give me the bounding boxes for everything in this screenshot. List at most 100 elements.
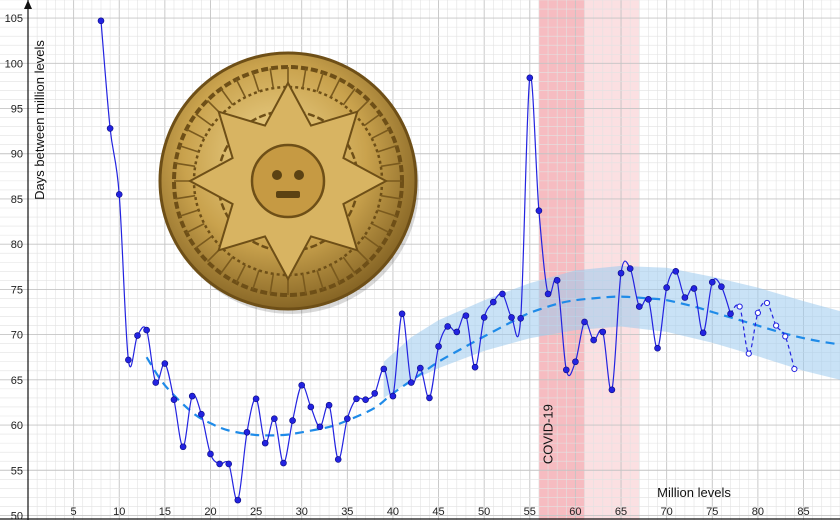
y-tick-label: 70: [11, 330, 23, 342]
observed-point: [708, 278, 716, 286]
observed-point: [316, 423, 324, 431]
projected-point: [763, 299, 771, 307]
coin-glyph-divider: [252, 72, 260, 92]
observed-point: [462, 312, 470, 319]
observed-point: [198, 410, 205, 418]
y-tick-label: 85: [11, 194, 23, 206]
coin-glyph-divider: [371, 128, 390, 140]
observed-point: [298, 381, 306, 389]
observed-point: [234, 496, 242, 504]
y-tick-label: 80: [11, 239, 23, 251]
coin-glyph-divider: [371, 222, 390, 234]
observed-point: [225, 460, 233, 468]
observed-point: [645, 296, 652, 303]
trend-line-path: [145, 295, 840, 437]
coin-face-eye: [272, 170, 282, 180]
x-tick-label: 15: [159, 506, 171, 518]
observed-point: [152, 379, 160, 386]
coin-glyph-divider: [316, 270, 324, 290]
observed-point: [398, 310, 406, 318]
coin-glyph-divider: [329, 264, 341, 283]
observed-point: [207, 450, 214, 458]
y-tick-label: 55: [11, 465, 23, 477]
coin-glyph-divider: [195, 235, 213, 249]
observed-point: [179, 443, 187, 451]
coin-face-eye: [294, 170, 304, 180]
observed-point: [115, 191, 123, 198]
x-tick-label: 25: [250, 506, 262, 518]
x-tick-label: 40: [387, 506, 399, 518]
observed-point: [718, 283, 725, 290]
x-tick-label: 10: [113, 506, 125, 518]
observed-point: [453, 328, 461, 336]
coin-glyph-divider: [380, 162, 401, 168]
coin-glyph-divider: [175, 194, 196, 200]
observed-point: [252, 395, 260, 403]
observed-point: [572, 358, 579, 366]
observed-point: [535, 207, 543, 215]
coin-glyph-divider: [235, 79, 247, 98]
observed-point: [417, 364, 424, 372]
coin-glyph-divider: [329, 79, 341, 98]
observed-point: [663, 284, 670, 291]
observed-point: [188, 392, 196, 400]
observed-point: [608, 386, 616, 394]
observed-point: [106, 125, 114, 132]
coin-glyph-divider: [252, 270, 260, 290]
y-tick-label: 100: [5, 58, 23, 70]
observed-point: [444, 323, 451, 330]
observed-point: [161, 360, 169, 367]
coin-glyph-divider: [235, 264, 247, 283]
observed-point: [727, 310, 734, 318]
coin-glyph-divider: [195, 113, 213, 127]
covid-band-core: [538, 0, 585, 520]
observed-point: [544, 290, 552, 298]
observed-point: [334, 456, 342, 463]
tick-labels: 5 10 15 20 25 30 35 40 45 50 55 60 65 70 75 80 85 50 55 60 6…: [5, 13, 810, 520]
coin-glyph-divider: [186, 222, 205, 234]
coin-glyph-divider: [186, 128, 205, 140]
observed-point: [626, 265, 634, 272]
projected-point: [736, 303, 743, 310]
data-points: [97, 17, 798, 504]
observed-point: [426, 394, 433, 402]
observed-point: [97, 17, 105, 25]
projected-point: [754, 309, 761, 317]
projected-point: [745, 350, 752, 357]
observed-point: [380, 365, 388, 373]
coin-glyph-divider: [301, 68, 307, 89]
observed-point: [289, 417, 296, 424]
x-axis-title: Million levels: [657, 485, 731, 500]
coin-glyph-divider: [377, 209, 397, 217]
observed-point: [134, 332, 141, 339]
observed-point: [635, 303, 643, 310]
observed-point: [681, 294, 689, 301]
observed-point: [389, 392, 397, 400]
observed-point: [562, 366, 570, 374]
observed-point: [599, 328, 607, 336]
x-tick-label: 80: [752, 506, 764, 518]
y-axis-arrow-icon: [24, 0, 32, 9]
y-axis-title: Days between million levels: [32, 40, 47, 200]
coin-glyph-divider: [363, 235, 381, 249]
observed-point: [480, 314, 488, 321]
y-tick-label: 90: [11, 149, 23, 161]
observed-point: [216, 460, 223, 468]
trend-line: [145, 295, 840, 437]
coin-glyph-divider: [363, 113, 381, 127]
observed-point: [280, 459, 287, 467]
y-tick-label: 60: [11, 420, 23, 432]
coin-glyph-divider: [179, 145, 199, 153]
observed-point: [654, 344, 661, 352]
y-tick-label: 75: [11, 284, 23, 296]
observed-point: [271, 415, 278, 423]
observed-point: [243, 428, 251, 436]
observed-point: [435, 343, 442, 350]
observed-point: [690, 285, 698, 292]
y-tick-label: 95: [11, 104, 23, 116]
observed-point: [325, 401, 333, 409]
projected-point: [782, 333, 789, 340]
coin-glyph-divider: [342, 88, 356, 106]
